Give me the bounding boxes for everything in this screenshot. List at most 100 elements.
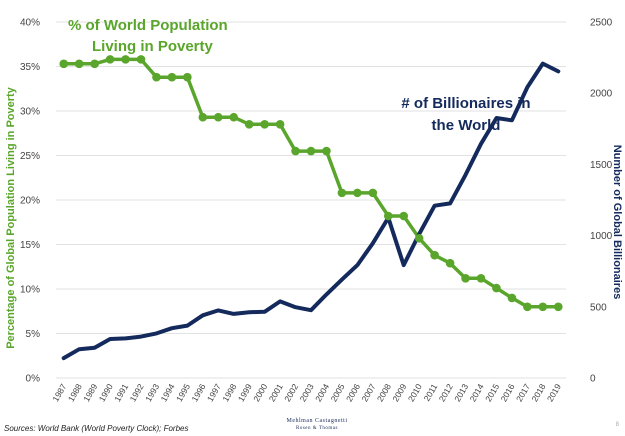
poverty-point [74, 59, 84, 69]
left-tick-label: 0% [26, 374, 41, 385]
left-tick-label: 25% [20, 151, 40, 162]
x-tick-label: 1998 [220, 382, 238, 404]
right-axis-label: Number of Global Billionaires [611, 145, 623, 300]
x-tick-label: 1988 [66, 382, 84, 404]
left-tick-label: 5% [26, 329, 41, 340]
poverty-point [337, 188, 347, 198]
billionaires-annotation: # of Billionaires in [401, 95, 530, 112]
x-tick-label: 2011 [422, 382, 440, 403]
poverty-point [492, 283, 501, 293]
poverty-annotation: Living in Poverty [92, 38, 214, 55]
left-tick-label: 20% [20, 196, 40, 207]
poverty-point [445, 258, 455, 268]
x-tick-label: 2006 [344, 382, 362, 404]
billionaires-annotation: the World [432, 117, 501, 134]
x-tick-label: 1994 [159, 382, 177, 404]
poverty-point [275, 120, 285, 129]
x-tick-label: 2019 [545, 382, 563, 404]
annotations: % of World Population Living in Poverty # … [68, 17, 531, 134]
left-tick-label: 40% [20, 18, 40, 29]
x-tick-label: 2017 [514, 382, 532, 404]
poverty-point [523, 302, 532, 312]
x-tick-label: 1991 [112, 382, 130, 404]
poverty-point [322, 146, 331, 156]
x-tick-label: 2004 [313, 382, 331, 404]
right-tick-label: 500 [590, 302, 607, 313]
x-axis-ticks: 1987198819891990199119921993199419951996… [50, 382, 563, 404]
x-tick-label: 1999 [236, 382, 254, 404]
poverty-point [244, 120, 254, 129]
right-tick-label: 1500 [590, 160, 613, 171]
billionaires-line [61, 61, 561, 361]
x-tick-label: 2005 [329, 382, 347, 404]
poverty-point [507, 293, 517, 303]
x-tick-label: 2000 [251, 382, 269, 404]
page-number: 8 [615, 422, 619, 428]
left-tick-label: 10% [20, 285, 40, 296]
left-tick-label: 30% [20, 107, 40, 118]
poverty-point [353, 188, 362, 198]
poverty-point [59, 59, 69, 69]
poverty-point [414, 233, 424, 243]
x-tick-label: 1990 [97, 382, 115, 404]
x-tick-label: 2009 [390, 382, 408, 404]
poverty-point [198, 112, 208, 122]
logo-line-1: Mehlman Castagnetti [286, 418, 348, 424]
x-tick-label: 2013 [452, 382, 470, 404]
grid-lines [56, 21, 566, 379]
left-axis-label: Percentage of Global Population Living i… [5, 86, 17, 348]
right-tick-label: 0 [590, 374, 596, 385]
poverty-point [136, 55, 146, 64]
right-tick-label: 2500 [590, 18, 613, 29]
poverty-point [183, 72, 192, 82]
source-note: Sources: World Bank (World Poverty Clock… [4, 424, 189, 433]
x-tick-label: 2010 [406, 382, 424, 404]
right-tick-label: 2000 [590, 89, 613, 100]
poverty-point [90, 59, 99, 69]
firm-logo: Mehlman Castagnetti Rosen & Thomas [262, 418, 372, 432]
logo-line-2: Rosen & Thomas [296, 426, 338, 431]
x-tick-label: 1995 [174, 382, 192, 404]
poverty-point [399, 211, 409, 221]
x-tick-label: 2001 [267, 382, 285, 404]
poverty-point [291, 146, 300, 156]
poverty-point [105, 55, 115, 64]
left-tick-label: 15% [20, 240, 40, 251]
poverty-point [306, 146, 316, 156]
right-tick-label: 1000 [590, 231, 613, 242]
x-tick-label: 2008 [375, 382, 393, 404]
poverty-point [152, 72, 161, 82]
x-tick-label: 1992 [128, 382, 146, 404]
poverty-point [538, 302, 548, 312]
poverty-point [213, 112, 223, 122]
poverty-point [167, 72, 177, 82]
x-tick-label: 2015 [483, 382, 501, 404]
left-tick-label: 35% [20, 62, 40, 73]
poverty-point [368, 188, 378, 198]
x-tick-label: 2016 [499, 382, 517, 404]
x-tick-label: 1989 [81, 382, 99, 404]
poverty-point [229, 112, 239, 122]
axis-labels: Percentage of Global Population Living i… [5, 86, 623, 348]
x-tick-label: 2012 [437, 382, 455, 404]
left-axis-ticks: 0% 5% 10% 15% 20% 25% 30% 35% 40% [20, 18, 40, 385]
series-points [59, 55, 563, 312]
poverty-point [383, 211, 393, 221]
poverty-point [553, 302, 563, 312]
x-tick-label: 1996 [189, 382, 207, 404]
x-tick-label: 1993 [143, 382, 161, 404]
x-tick-label: 1997 [205, 382, 223, 404]
x-tick-label: 2007 [359, 382, 377, 404]
poverty-annotation: % of World Population [68, 17, 228, 34]
poverty-point [476, 274, 486, 283]
right-axis-ticks: 0 500 1000 1500 2000 2500 [590, 18, 613, 385]
x-tick-label: 2003 [298, 382, 316, 404]
poverty-point [430, 250, 439, 260]
x-tick-label: 2002 [282, 382, 300, 404]
poverty-point [121, 55, 130, 64]
x-tick-label: 1987 [50, 382, 68, 404]
x-tick-label: 2018 [529, 382, 547, 404]
poverty-point [260, 120, 269, 129]
poverty-point [461, 274, 470, 283]
